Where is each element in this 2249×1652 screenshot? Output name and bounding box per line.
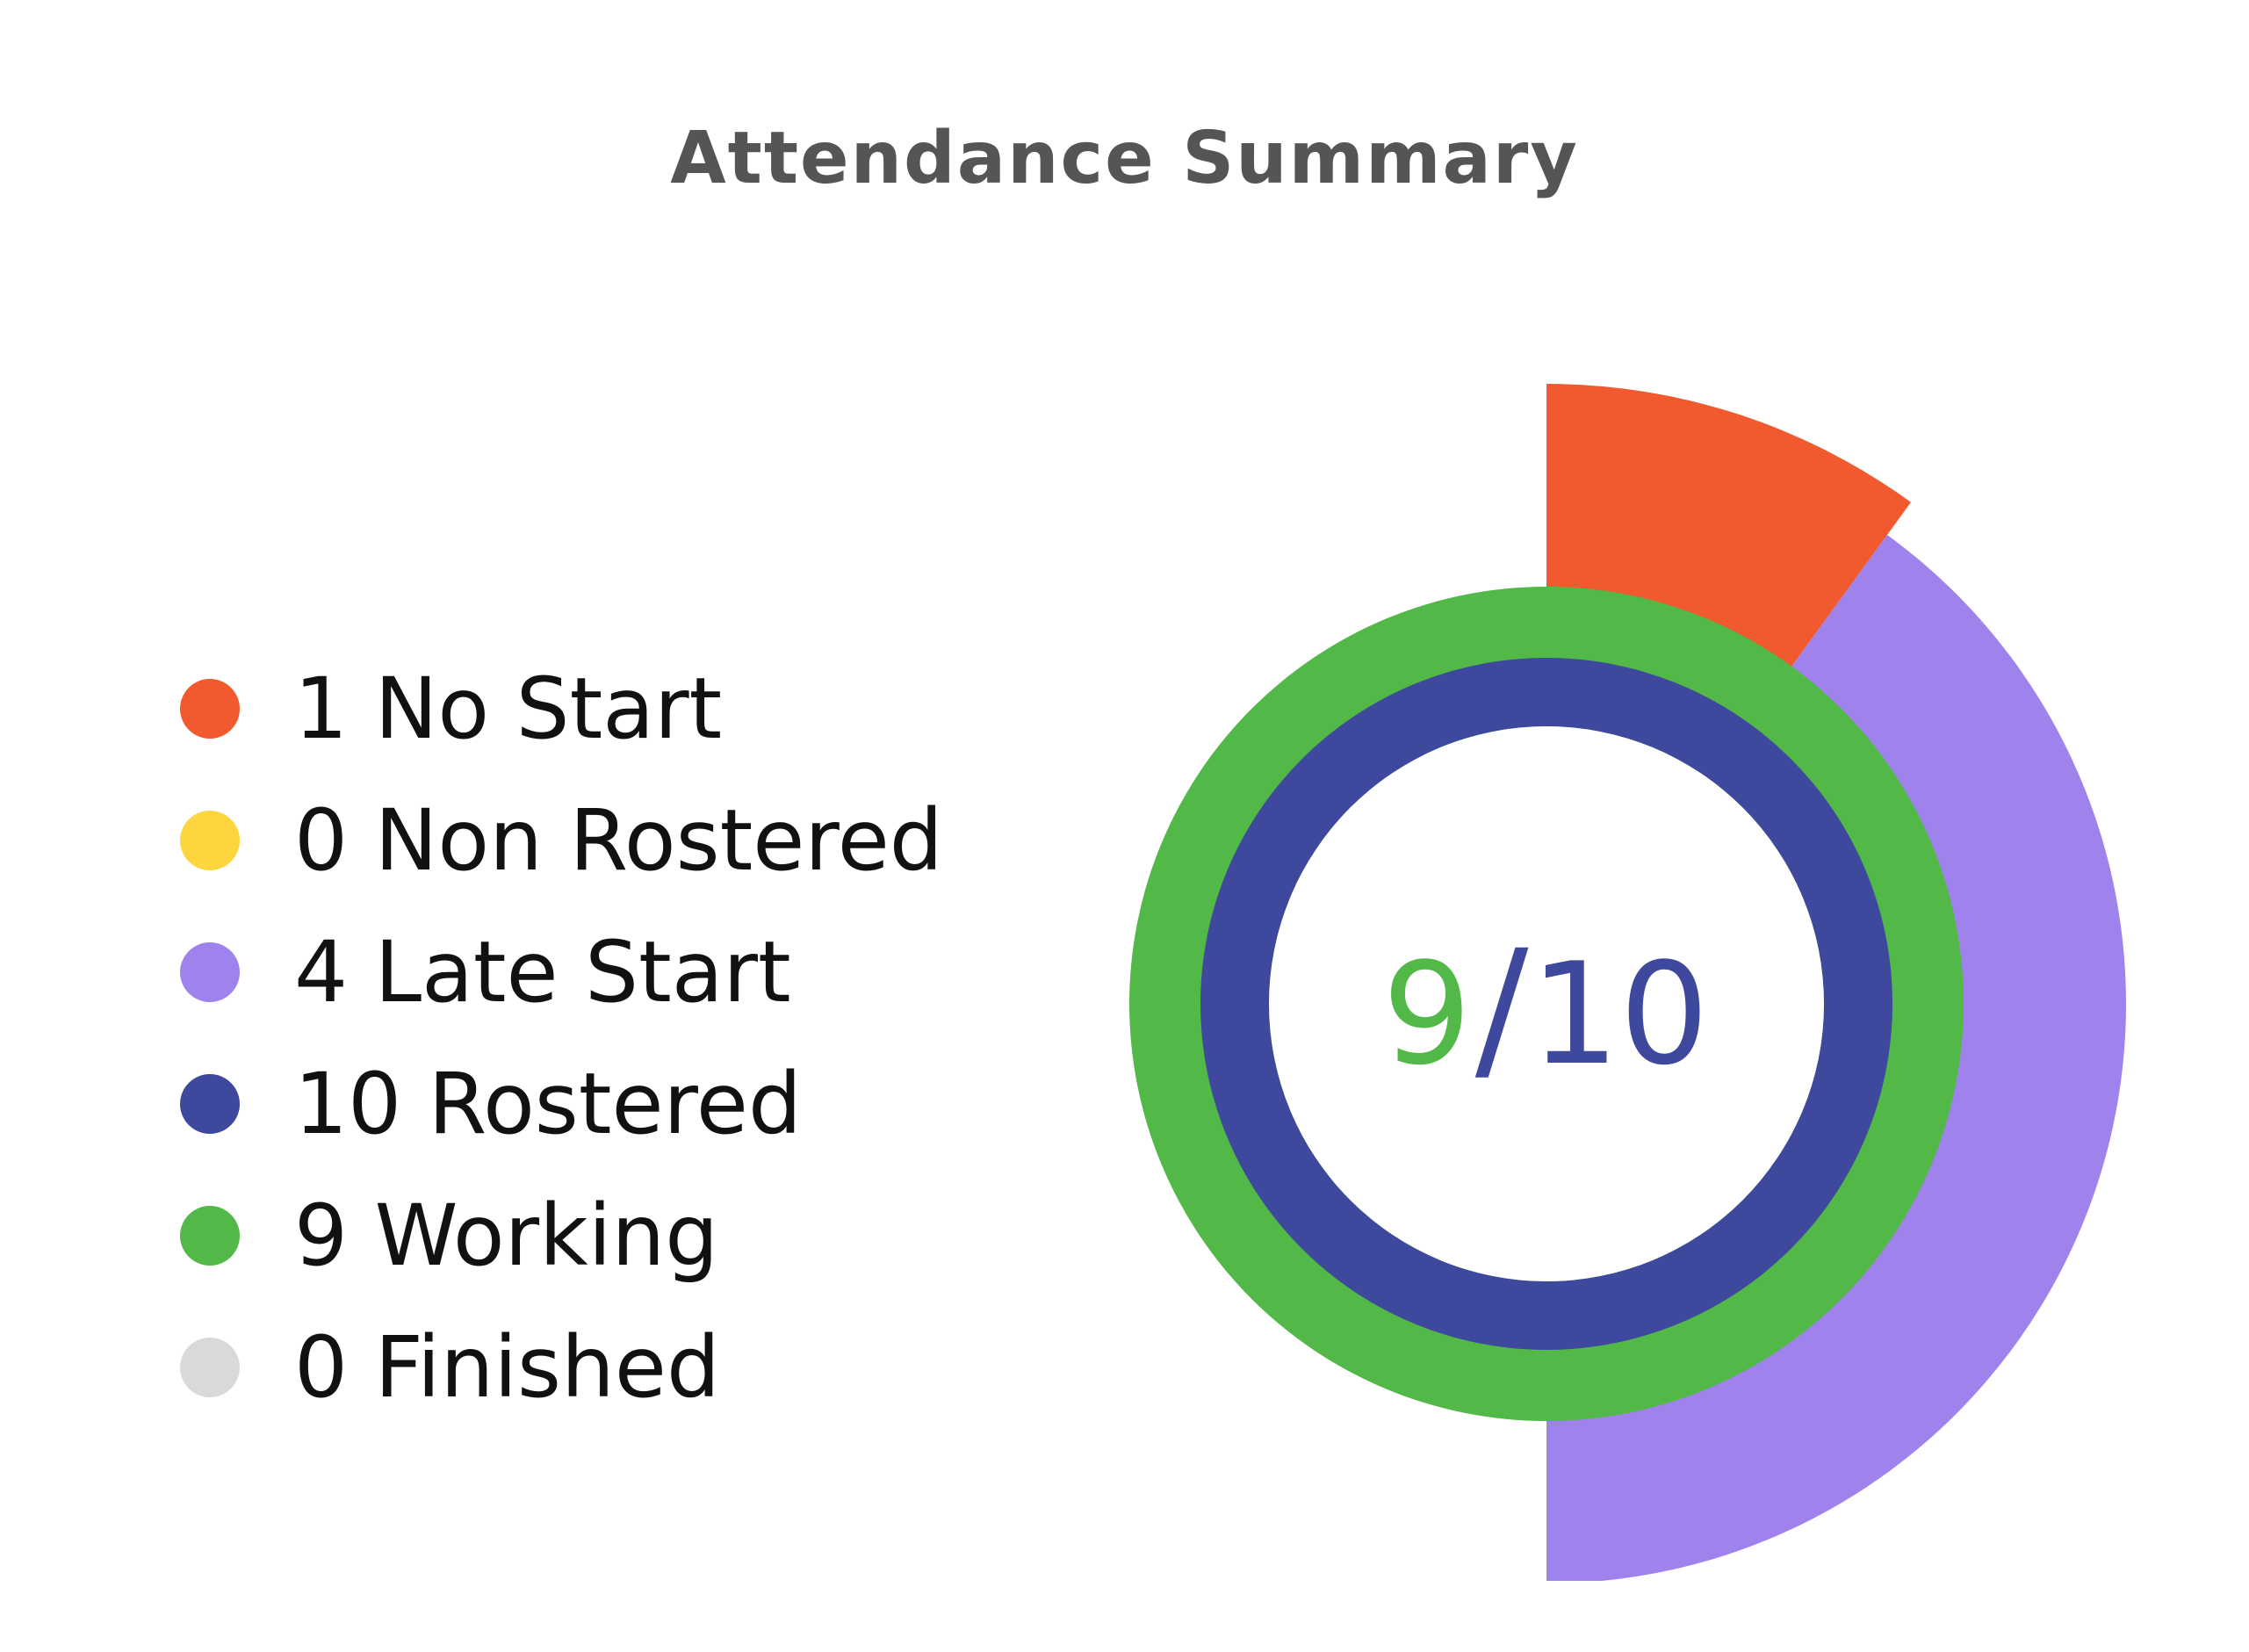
legend-dot-finished: [180, 1338, 240, 1397]
legend-dot-rostered: [180, 1074, 240, 1134]
legend-label-working: 9 Working: [294, 1187, 719, 1285]
attendance-donut-chart: 9/10: [1129, 384, 2126, 1581]
legend-dot-no-start: [180, 679, 240, 739]
center-separator: /: [1475, 917, 1529, 1100]
legend-label-no-start: 1 No Start: [294, 660, 723, 758]
legend-dot-working: [180, 1206, 240, 1266]
legend-label-rostered: 10 Rostered: [294, 1055, 802, 1153]
center-rostered-count: 10: [1530, 932, 1709, 1096]
legend-dot-non-rostered: [180, 811, 240, 870]
center-working-count: 9: [1382, 932, 1472, 1096]
legend-item-late-start: 4 Late Start: [180, 928, 1058, 1016]
legend-label-finished: 0 Finished: [294, 1318, 720, 1417]
legend-item-non-rostered: 0 Non Rostered: [180, 797, 1058, 884]
legend-item-working: 9 Working: [180, 1192, 1058, 1280]
legend-label-late-start: 4 Late Start: [294, 923, 791, 1021]
chart-legend: 1 No Start 0 Non Rostered 4 Late Start 1…: [180, 0, 1058, 1652]
center-hole: [1269, 726, 1824, 1281]
chart-title: Attendance Summary: [670, 117, 1579, 200]
legend-item-rostered: 10 Rostered: [180, 1060, 1058, 1148]
chart-rings: [1129, 384, 2126, 1581]
legend-item-finished: 0 Finished: [180, 1324, 1058, 1411]
legend-dot-late-start: [180, 942, 240, 1002]
legend-item-no-start: 1 No Start: [180, 665, 1058, 753]
legend-label-non-rostered: 0 Non Rostered: [294, 791, 943, 890]
center-value: 9/10: [1382, 917, 1709, 1100]
